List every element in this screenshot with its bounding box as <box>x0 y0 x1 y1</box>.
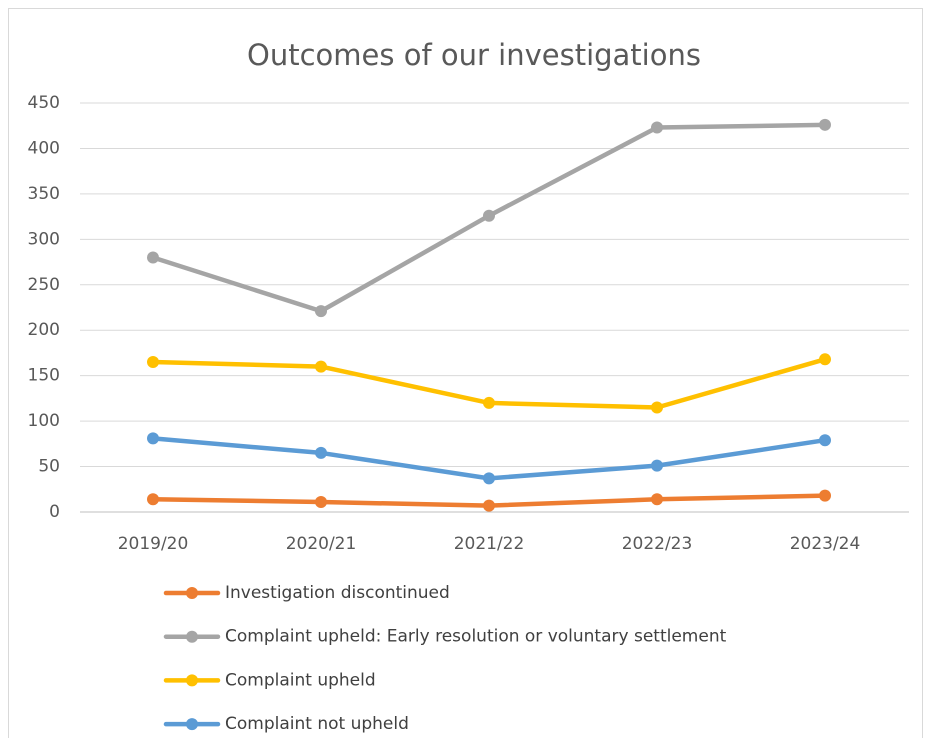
y-tick-label: 50 <box>38 457 60 477</box>
y-tick-label: 300 <box>28 229 60 249</box>
data-point <box>819 434 831 447</box>
data-point <box>483 396 495 409</box>
data-point <box>147 356 159 369</box>
x-tick-label: 2019/20 <box>118 534 189 554</box>
data-point <box>315 496 327 509</box>
data-point <box>483 472 495 485</box>
legend-text: Complaint upheld <box>225 670 376 690</box>
data-point <box>315 305 327 318</box>
legend-marker <box>186 674 198 687</box>
legend-marker <box>186 718 198 731</box>
x-tick-label: 2020/21 <box>286 534 357 554</box>
data-point <box>147 493 159 506</box>
chart-title: Outcomes of our investigations <box>247 38 701 72</box>
y-tick-label: 150 <box>28 366 60 386</box>
y-tick-label: 100 <box>28 411 60 431</box>
y-tick-label: 200 <box>28 320 60 340</box>
x-tick-label: 2022/23 <box>622 534 693 554</box>
legend-text: Complaint upheld: Early resolution or vo… <box>225 627 727 647</box>
data-point <box>819 353 831 366</box>
legend-marker <box>186 587 198 599</box>
y-tick-label: 450 <box>28 93 60 113</box>
data-point <box>651 459 663 472</box>
legend-text: Investigation discontinued <box>225 583 450 603</box>
y-tick-label: 400 <box>28 138 60 158</box>
data-point <box>651 401 663 414</box>
data-point <box>819 489 831 502</box>
y-tick-label: 0 <box>49 502 60 522</box>
x-tick-label: 2021/22 <box>454 534 525 554</box>
data-point <box>651 493 663 506</box>
data-point <box>315 446 327 459</box>
y-tick-label: 350 <box>28 184 60 204</box>
data-point <box>483 209 495 222</box>
y-tick-label: 250 <box>28 275 60 295</box>
x-tick-label: 2023/24 <box>790 534 861 554</box>
data-point <box>147 251 159 264</box>
data-point <box>315 360 327 373</box>
data-point <box>483 499 495 512</box>
legend-marker <box>186 630 198 643</box>
data-point <box>651 121 663 134</box>
legend-text: Complaint not upheld <box>225 714 409 734</box>
data-point <box>147 432 159 445</box>
data-point <box>819 118 831 131</box>
